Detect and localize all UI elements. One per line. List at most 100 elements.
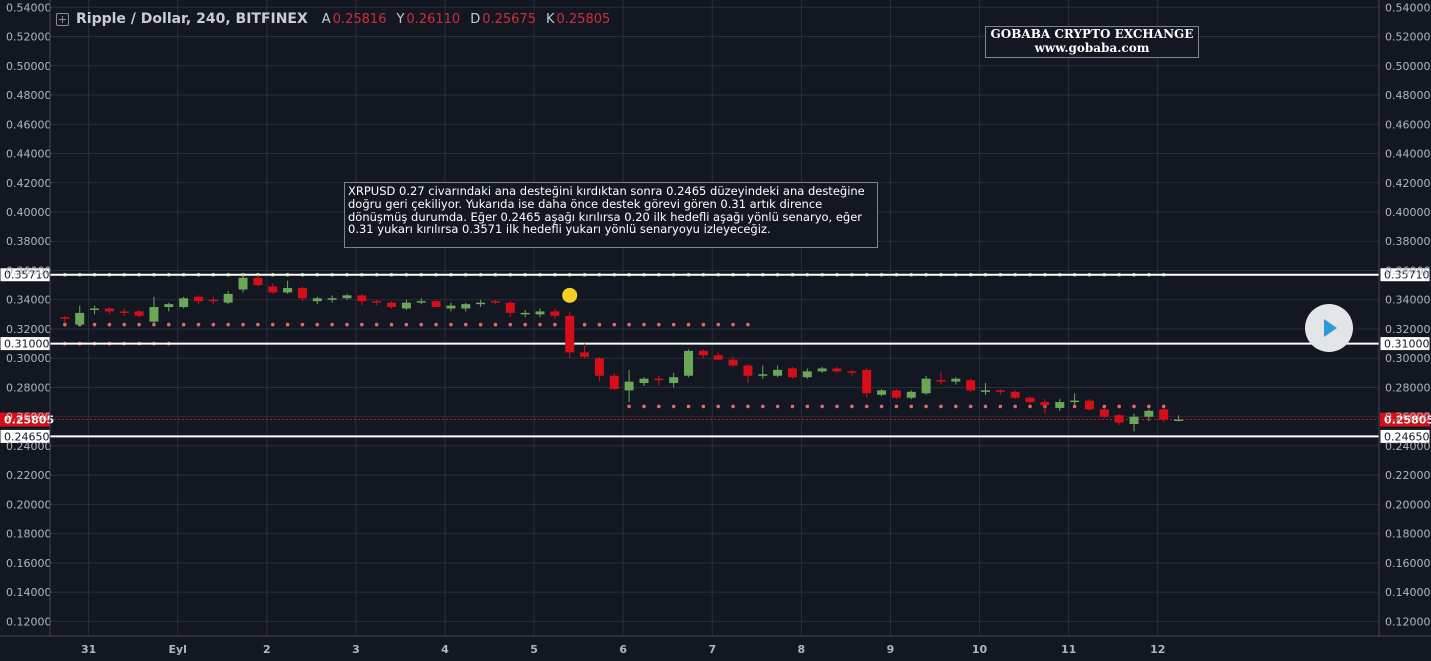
candle-body[interactable] xyxy=(654,378,664,381)
indicator-dot xyxy=(642,322,646,327)
event-marker[interactable] xyxy=(562,287,578,303)
candle-body[interactable] xyxy=(624,381,634,391)
horizontal-levels[interactable]: 0.35710 0.35710 0.31000 0.31000 0.24650 0.246… xyxy=(0,267,1431,444)
candle-body[interactable] xyxy=(179,298,189,308)
candle-body[interactable] xyxy=(1040,402,1050,405)
candle-body[interactable] xyxy=(698,350,708,356)
candle-body[interactable] xyxy=(490,301,500,303)
candle-body[interactable] xyxy=(75,312,85,325)
candle-body[interactable] xyxy=(669,377,679,384)
candle-body[interactable] xyxy=(446,305,456,309)
candle-body[interactable] xyxy=(713,355,723,360)
candles[interactable] xyxy=(60,273,1184,432)
candle-body[interactable] xyxy=(1084,400,1094,410)
candle-body[interactable] xyxy=(951,378,961,382)
add-symbol-icon[interactable] xyxy=(56,12,69,26)
candle-body[interactable] xyxy=(1055,402,1065,408)
candle-body[interactable] xyxy=(476,302,486,305)
candle-body[interactable] xyxy=(936,380,946,382)
indicator-dot xyxy=(701,322,706,327)
candle-body[interactable] xyxy=(966,380,976,391)
candle-body[interactable] xyxy=(580,352,590,357)
candle-body[interactable] xyxy=(372,301,382,303)
candle-body[interactable] xyxy=(1129,416,1139,424)
candle-body[interactable] xyxy=(60,317,70,319)
candle-body[interactable] xyxy=(505,302,515,313)
candle-body[interactable] xyxy=(906,391,916,398)
level-label-right: 0.24650 xyxy=(1384,430,1430,443)
candle-body[interactable] xyxy=(1099,409,1109,417)
candle-body[interactable] xyxy=(877,390,887,395)
candle-body[interactable] xyxy=(401,302,411,309)
candle-body[interactable] xyxy=(90,308,100,310)
indicator-dot xyxy=(152,322,156,327)
price-tick-right: 0.48000 xyxy=(1385,89,1431,102)
indicator-dot xyxy=(122,322,127,327)
indicator-dot xyxy=(760,404,765,409)
candle-body[interactable] xyxy=(416,301,426,303)
event-marker-dot[interactable] xyxy=(562,287,578,303)
candle-body[interactable] xyxy=(802,371,812,378)
candle-body[interactable] xyxy=(1010,391,1020,398)
play-button[interactable] xyxy=(1305,304,1353,352)
candle-body[interactable] xyxy=(565,315,575,353)
candle-body[interactable] xyxy=(773,369,783,376)
candle-body[interactable] xyxy=(684,350,694,376)
candle-body[interactable] xyxy=(847,371,857,373)
candle-body[interactable] xyxy=(1070,400,1080,403)
candle-body[interactable] xyxy=(387,302,397,308)
candle-body[interactable] xyxy=(1144,410,1154,417)
candle-body[interactable] xyxy=(609,375,619,389)
ohlc-close: K 0.25805 xyxy=(545,11,611,27)
candle-body[interactable] xyxy=(980,390,990,392)
candle-body[interactable] xyxy=(119,311,129,313)
indicator-dot xyxy=(612,322,617,327)
candle-body[interactable] xyxy=(743,365,753,376)
candle-body[interactable] xyxy=(921,378,931,394)
candle-body[interactable] xyxy=(891,390,901,398)
candle-body[interactable] xyxy=(312,298,322,302)
indicator-dot xyxy=(478,322,483,327)
indicator-dot xyxy=(968,404,973,409)
candle-body[interactable] xyxy=(728,359,738,366)
candle-body[interactable] xyxy=(550,311,560,316)
candle-body[interactable] xyxy=(104,308,114,312)
candle-body[interactable] xyxy=(327,298,337,300)
candle-body[interactable] xyxy=(1114,415,1124,423)
candle-body[interactable] xyxy=(431,301,441,308)
candle-body[interactable] xyxy=(134,311,144,316)
candle-body[interactable] xyxy=(223,293,233,303)
candle-body[interactable] xyxy=(594,358,604,376)
price-tick-right: 0.52000 xyxy=(1385,31,1431,44)
symbol-title[interactable]: Ripple / Dollar, 240, BITFINEX xyxy=(76,11,308,27)
candle-body[interactable] xyxy=(832,368,842,372)
price-tick-right: 0.50000 xyxy=(1385,60,1431,73)
candle-body[interactable] xyxy=(995,390,1005,392)
candle-body[interactable] xyxy=(283,288,293,293)
candle-body[interactable] xyxy=(639,378,649,384)
candle-body[interactable] xyxy=(520,312,530,315)
candle-body[interactable] xyxy=(193,296,203,302)
time-tick: 9 xyxy=(887,643,895,656)
symbol-header[interactable]: Ripple / Dollar, 240, BITFINEX A 0.25816 … xyxy=(56,9,620,29)
candle-body[interactable] xyxy=(461,304,471,309)
candle-body[interactable] xyxy=(758,374,768,376)
candle-body[interactable] xyxy=(297,288,307,299)
candle-body[interactable] xyxy=(1174,419,1184,422)
candle-body[interactable] xyxy=(342,295,352,299)
candle-body[interactable] xyxy=(787,368,797,378)
candle-body[interactable] xyxy=(268,286,278,293)
candle-body[interactable] xyxy=(149,307,159,322)
candle-body[interactable] xyxy=(1159,409,1169,420)
candle-body[interactable] xyxy=(862,369,872,394)
candle-body[interactable] xyxy=(1025,397,1035,403)
candle-body[interactable] xyxy=(535,311,545,315)
candle-body[interactable] xyxy=(208,299,218,302)
candle-body[interactable] xyxy=(253,277,263,286)
analysis-note[interactable]: XRPUSD 0.27 civarındaki ana desteğini kı… xyxy=(344,182,878,248)
candle-body[interactable] xyxy=(164,304,174,308)
candle-body[interactable] xyxy=(817,368,827,372)
candle-body[interactable] xyxy=(238,277,248,290)
candle-body[interactable] xyxy=(357,295,367,302)
